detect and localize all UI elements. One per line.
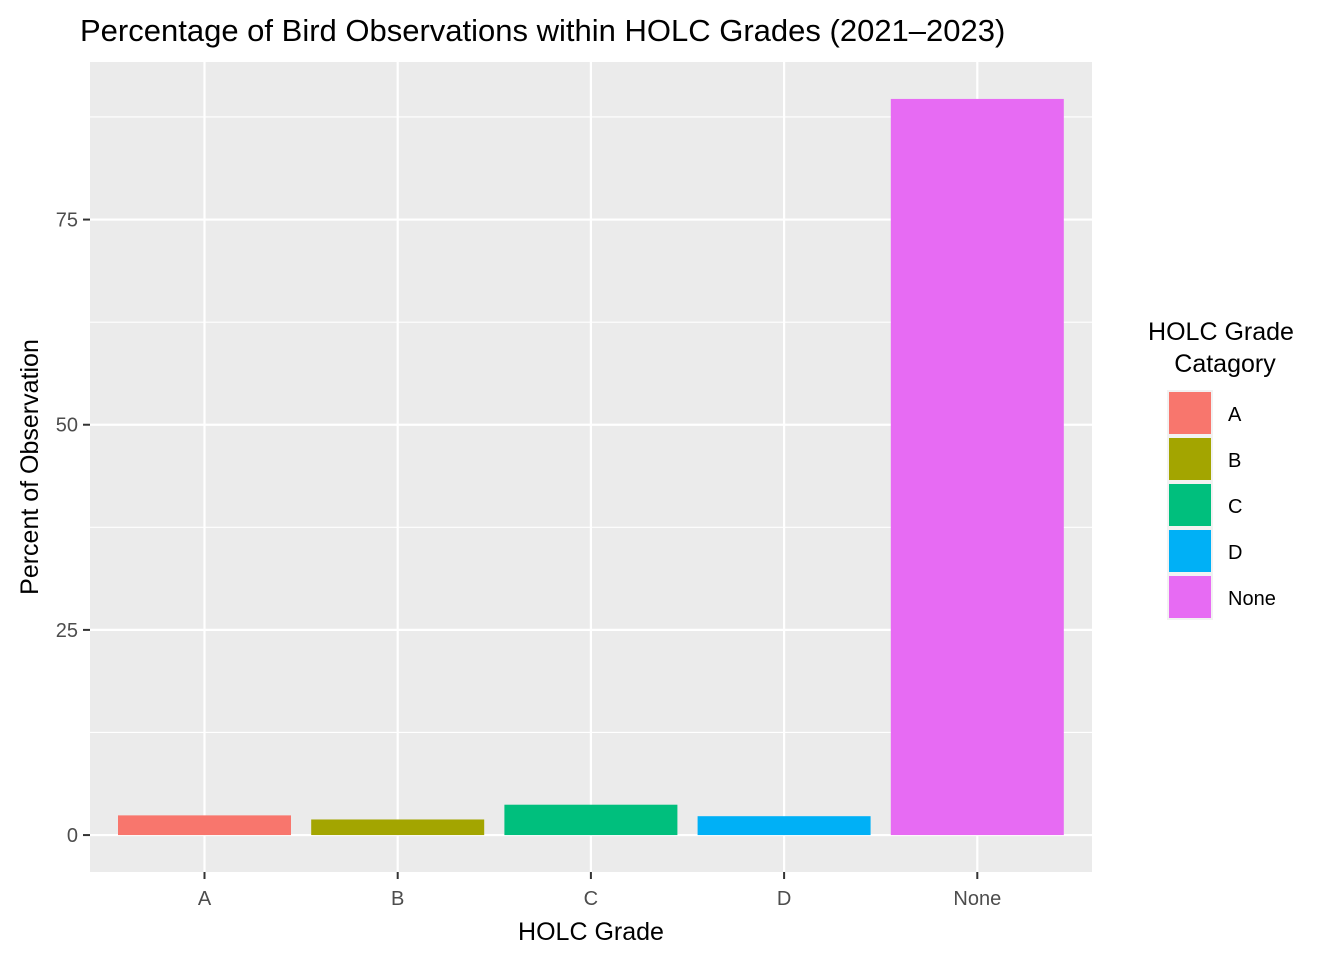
y-axis: 0 25 50 75 — [56, 210, 90, 847]
legend: HOLC Grade Catagory A B C D None — [1148, 318, 1294, 620]
legend-label: D — [1228, 542, 1242, 564]
bar-d — [697, 816, 871, 836]
legend-label: B — [1228, 450, 1241, 472]
bar-b — [311, 819, 485, 836]
x-tick-label: A — [198, 888, 212, 910]
chart-title: Percentage of Bird Observations within H… — [80, 13, 1005, 48]
legend-label: None — [1228, 588, 1276, 610]
y-tick-label: 50 — [56, 415, 78, 437]
bar-c — [504, 804, 678, 836]
x-tick-label: D — [777, 888, 791, 910]
legend-title-line-1: HOLC Grade — [1148, 318, 1294, 346]
legend-label: A — [1228, 404, 1242, 426]
legend-swatch-none — [1169, 576, 1211, 618]
x-axis: A B C D None — [198, 872, 1001, 910]
x-axis-title: HOLC Grade — [518, 918, 664, 946]
y-tick-label: 75 — [56, 210, 78, 232]
legend-label: C — [1228, 496, 1242, 518]
y-axis-title: Percent of Observation — [16, 339, 44, 595]
y-tick-label: 0 — [67, 825, 78, 847]
y-tick-label: 25 — [56, 620, 78, 642]
legend-title-line-2: Catagory — [1174, 350, 1276, 378]
bar-none — [890, 98, 1064, 836]
legend-swatch-d — [1169, 530, 1211, 572]
x-tick-label: B — [391, 888, 404, 910]
x-tick-label: None — [953, 888, 1001, 910]
legend-swatch-b — [1169, 438, 1211, 480]
x-tick-label: C — [584, 888, 598, 910]
legend-items: A B C D None — [1167, 390, 1276, 620]
legend-swatch-a — [1169, 392, 1211, 434]
bars — [118, 98, 1064, 836]
bar-a — [118, 815, 291, 836]
legend-swatch-c — [1169, 484, 1211, 526]
